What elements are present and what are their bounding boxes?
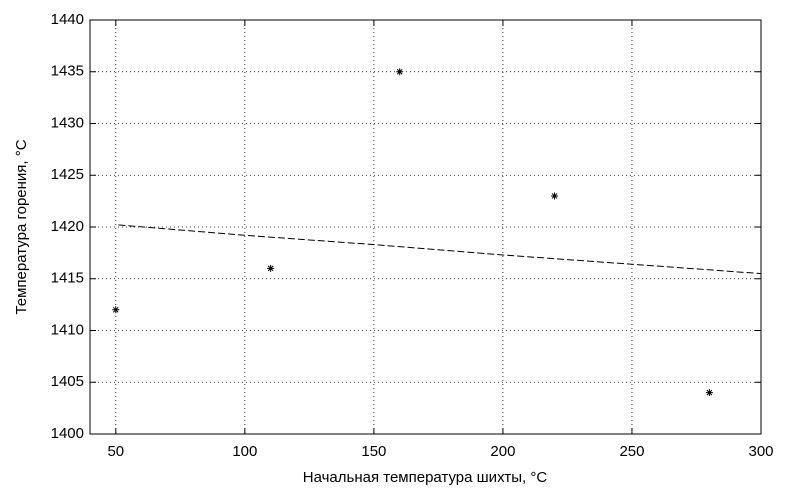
- point: [705, 389, 713, 397]
- y-tick-label: 1405: [51, 373, 84, 390]
- plot-frame: [89, 19, 762, 435]
- y-tick-label: 1425: [51, 166, 84, 183]
- x-tick-label: 200: [490, 443, 515, 460]
- x-tick-label: 150: [361, 443, 386, 460]
- x-tick-label: 100: [232, 443, 257, 460]
- point: [396, 68, 404, 76]
- y-tick-label: 1400: [51, 425, 84, 442]
- y-tick-label: 1430: [51, 114, 84, 131]
- y-tick-label: 1440: [51, 11, 84, 28]
- x-tick-label: 50: [107, 443, 124, 460]
- y-tick-label: 1420: [51, 218, 84, 235]
- y-axis-label: Температура горения, °C: [13, 139, 30, 314]
- x-tick-label: 300: [748, 443, 773, 460]
- x-axis-label: Начальная температура шихты, °C: [303, 469, 548, 486]
- trend-line: [118, 224, 762, 275]
- point: [551, 192, 559, 200]
- y-tick-label: 1410: [51, 321, 84, 338]
- point: [267, 264, 275, 272]
- point: [112, 306, 120, 314]
- y-tick-label: 1435: [51, 63, 84, 80]
- x-tick-label: 250: [619, 443, 644, 460]
- y-tick-label: 1415: [51, 270, 84, 287]
